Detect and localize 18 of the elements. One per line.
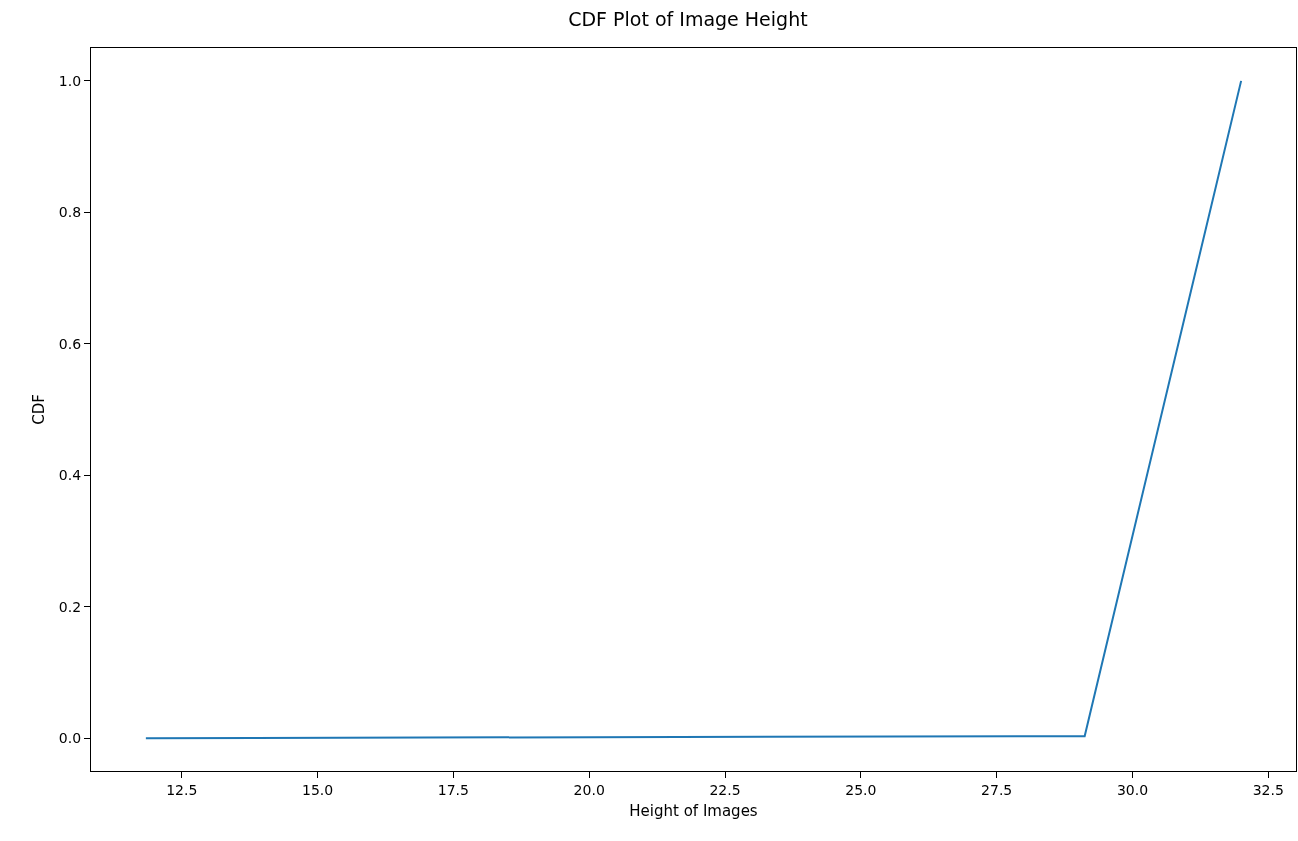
x-tick-label: 25.0 — [845, 781, 877, 798]
x-tick-label: 17.5 — [437, 781, 469, 798]
y-tick-label: 0.4 — [58, 467, 82, 484]
x-tick-label: 30.0 — [1116, 781, 1149, 798]
y-tick-label: 0.2 — [58, 598, 82, 615]
x-tick-label: 32.5 — [1252, 781, 1284, 798]
chart-title: CDF Plot of Image Height — [568, 7, 808, 30]
y-tick-label: 1.0 — [58, 72, 82, 89]
x-tick-label: 12.5 — [166, 781, 198, 798]
x-tick-label: 27.5 — [981, 781, 1013, 798]
x-axis-title: Height of Images — [629, 801, 758, 820]
x-tick-label: 15.0 — [301, 781, 334, 798]
y-tick-label: 0.8 — [58, 204, 82, 221]
y-tick-label: 0.0 — [58, 730, 82, 747]
y-axis-title: CDF — [30, 394, 49, 425]
x-tick-label: 20.0 — [573, 781, 605, 798]
x-tick-label: 22.5 — [709, 781, 741, 798]
y-tick-label: 0.6 — [58, 335, 82, 352]
